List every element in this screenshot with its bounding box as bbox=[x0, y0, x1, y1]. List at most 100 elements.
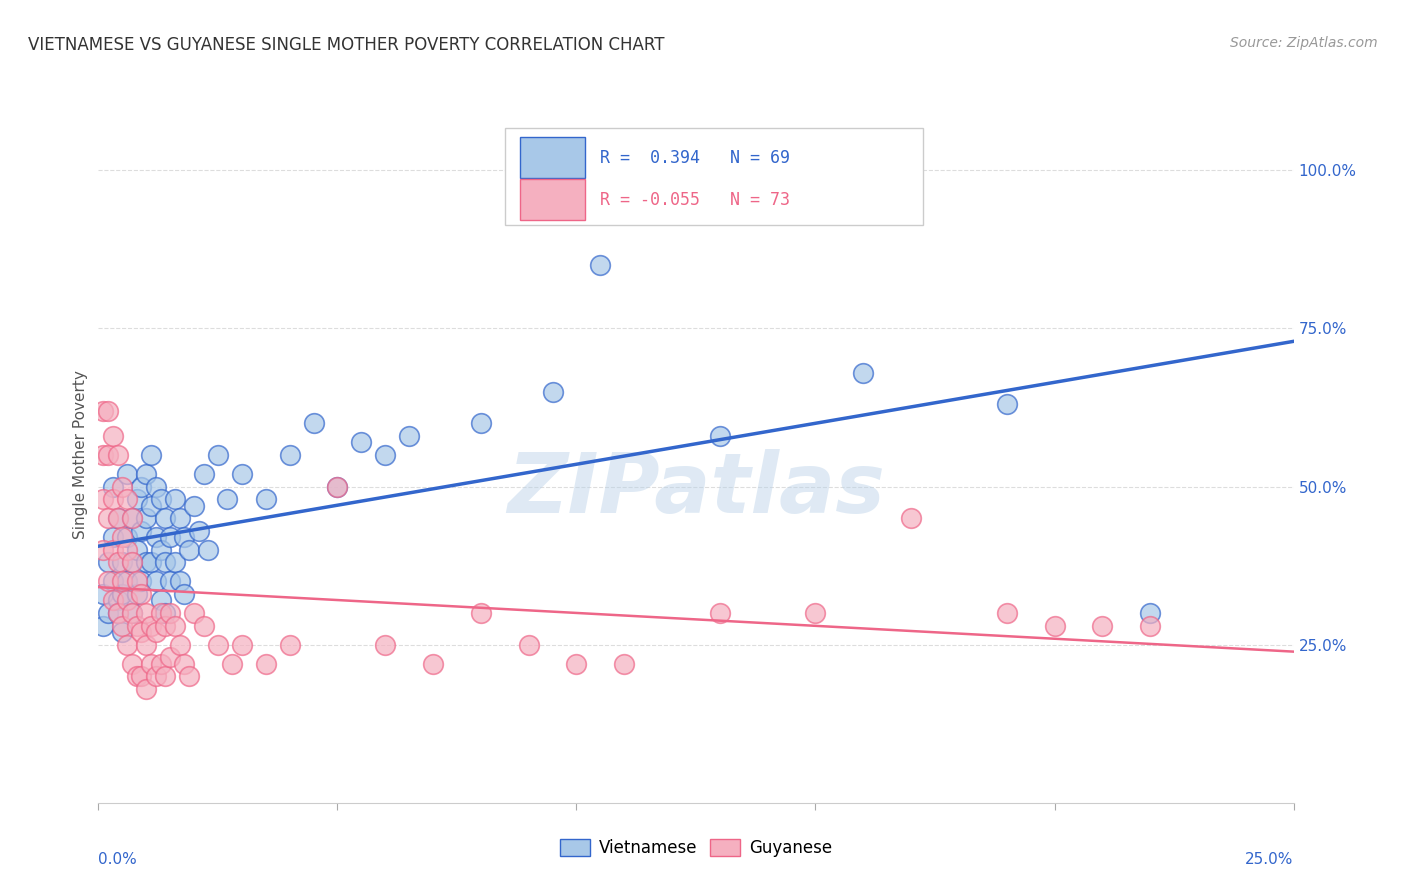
Point bbox=[145, 574, 167, 589]
Point bbox=[326, 479, 349, 493]
Point bbox=[278, 448, 301, 462]
Point bbox=[155, 511, 177, 525]
Point bbox=[422, 657, 444, 671]
FancyBboxPatch shape bbox=[505, 128, 922, 226]
Point bbox=[97, 606, 120, 620]
Point bbox=[278, 638, 301, 652]
Point bbox=[107, 606, 129, 620]
Point bbox=[135, 556, 157, 570]
Point bbox=[97, 448, 120, 462]
Point bbox=[97, 403, 120, 417]
Text: VIETNAMESE VS GUYANESE SINGLE MOTHER POVERTY CORRELATION CHART: VIETNAMESE VS GUYANESE SINGLE MOTHER POV… bbox=[28, 36, 665, 54]
Point bbox=[131, 524, 153, 538]
Text: R =  0.394   N = 69: R = 0.394 N = 69 bbox=[600, 149, 790, 167]
Y-axis label: Single Mother Poverty: Single Mother Poverty bbox=[73, 370, 89, 540]
Point bbox=[149, 606, 172, 620]
Point bbox=[374, 448, 396, 462]
FancyBboxPatch shape bbox=[520, 178, 585, 219]
Point bbox=[995, 397, 1018, 411]
Point bbox=[169, 638, 191, 652]
Point bbox=[179, 669, 201, 683]
Point bbox=[101, 542, 124, 557]
Point bbox=[107, 511, 129, 525]
Point bbox=[125, 669, 148, 683]
Point bbox=[121, 511, 143, 525]
Point bbox=[169, 511, 191, 525]
Point bbox=[149, 593, 172, 607]
Point bbox=[91, 542, 114, 557]
Point bbox=[111, 479, 134, 493]
Point bbox=[173, 530, 195, 544]
Point bbox=[101, 574, 124, 589]
Point bbox=[302, 417, 325, 431]
Point bbox=[107, 606, 129, 620]
Point bbox=[135, 638, 157, 652]
Text: 25.0%: 25.0% bbox=[1246, 852, 1294, 866]
Point bbox=[145, 530, 167, 544]
Point bbox=[193, 467, 215, 481]
Point bbox=[183, 499, 205, 513]
Point bbox=[131, 479, 153, 493]
Point bbox=[111, 618, 134, 632]
Point bbox=[91, 618, 114, 632]
Point bbox=[135, 467, 157, 481]
Point bbox=[111, 587, 134, 601]
Text: ZIPatlas: ZIPatlas bbox=[508, 450, 884, 530]
Point bbox=[155, 618, 177, 632]
Point bbox=[101, 530, 124, 544]
Point bbox=[111, 556, 134, 570]
Point bbox=[173, 587, 195, 601]
Point bbox=[115, 638, 138, 652]
Legend: Vietnamese, Guyanese: Vietnamese, Guyanese bbox=[554, 832, 838, 864]
Point bbox=[139, 448, 162, 462]
Point bbox=[91, 403, 114, 417]
Point bbox=[155, 606, 177, 620]
Point bbox=[149, 492, 172, 507]
Point bbox=[159, 650, 181, 665]
Point bbox=[173, 657, 195, 671]
Point bbox=[107, 556, 129, 570]
Point bbox=[326, 479, 349, 493]
Point bbox=[139, 499, 162, 513]
Point bbox=[155, 669, 177, 683]
Point bbox=[131, 669, 153, 683]
Point bbox=[115, 574, 138, 589]
Point bbox=[91, 492, 114, 507]
Point bbox=[159, 606, 181, 620]
Point bbox=[107, 593, 129, 607]
Point bbox=[125, 574, 148, 589]
Point bbox=[169, 574, 191, 589]
Text: Source: ZipAtlas.com: Source: ZipAtlas.com bbox=[1230, 36, 1378, 50]
Point bbox=[107, 511, 129, 525]
Point bbox=[183, 606, 205, 620]
Point bbox=[125, 542, 148, 557]
Point bbox=[111, 625, 134, 640]
Point bbox=[589, 258, 612, 272]
Point bbox=[139, 556, 162, 570]
Point bbox=[121, 556, 143, 570]
Point bbox=[197, 542, 219, 557]
Point bbox=[111, 530, 134, 544]
Point bbox=[709, 429, 731, 443]
Point bbox=[131, 625, 153, 640]
Point bbox=[97, 511, 120, 525]
Point bbox=[121, 606, 143, 620]
Point bbox=[111, 574, 134, 589]
Point bbox=[97, 556, 120, 570]
Point bbox=[121, 606, 143, 620]
Point bbox=[193, 618, 215, 632]
Point bbox=[115, 467, 138, 481]
Point bbox=[149, 657, 172, 671]
Point bbox=[135, 606, 157, 620]
Point bbox=[470, 606, 492, 620]
Point bbox=[125, 587, 148, 601]
Point bbox=[613, 657, 636, 671]
Point bbox=[101, 479, 124, 493]
Text: R = -0.055   N = 73: R = -0.055 N = 73 bbox=[600, 191, 790, 209]
Point bbox=[1043, 618, 1066, 632]
Point bbox=[135, 511, 157, 525]
Point bbox=[101, 492, 124, 507]
Point bbox=[115, 492, 138, 507]
Point bbox=[107, 448, 129, 462]
Point bbox=[350, 435, 373, 450]
